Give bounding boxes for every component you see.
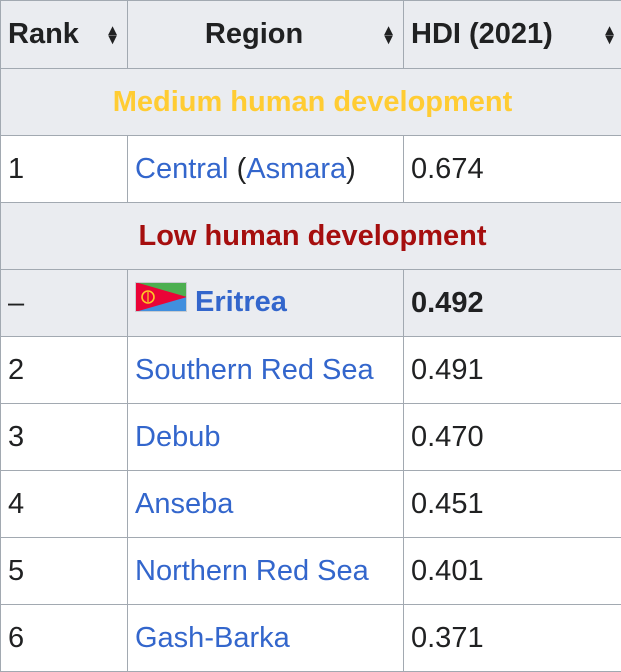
rank-cell: 5 xyxy=(1,538,128,605)
region-link[interactable]: Central xyxy=(135,153,229,185)
hdi-cell: 0.491 xyxy=(404,337,621,404)
table-row: 2 Southern Red Sea 0.491 xyxy=(1,337,621,404)
region-cell: Central (Asmara) xyxy=(128,136,404,203)
sort-arrows-icon[interactable]: ▲▼ xyxy=(602,26,617,44)
rank-column-header[interactable]: Rank ▲▼ xyxy=(1,1,128,69)
region-cell: Gash-Barka xyxy=(128,605,404,672)
region-cell: Debub xyxy=(128,404,404,471)
table-row: 5 Northern Red Sea 0.401 xyxy=(1,538,621,605)
hdi-cell: 0.492 xyxy=(404,270,621,337)
eritrea-flag-icon xyxy=(135,282,187,320)
rank-cell: 6 xyxy=(1,605,128,672)
region-cell: Northern Red Sea xyxy=(128,538,404,605)
table-row-national: – Eritrea 0.492 xyxy=(1,270,621,337)
group-row-medium: Medium human development xyxy=(1,69,621,136)
region-cell: Anseba xyxy=(128,471,404,538)
group-row-low: Low human development xyxy=(1,203,621,270)
region-link[interactable]: Eritrea xyxy=(195,286,287,318)
rank-header-label: Rank xyxy=(8,18,79,51)
sort-arrows-icon[interactable]: ▲▼ xyxy=(105,26,120,44)
region-link[interactable]: Anseba xyxy=(135,488,233,520)
group-label-medium: Medium human development xyxy=(1,69,621,136)
paren-open: ( xyxy=(237,153,247,185)
hdi-cell: 0.451 xyxy=(404,471,621,538)
region-header-label: Region xyxy=(135,18,373,51)
hdi-header-label: HDI (2021) xyxy=(411,18,553,51)
table-row: 4 Anseba 0.451 xyxy=(1,471,621,538)
region-column-header[interactable]: Region ▲▼ xyxy=(128,1,404,69)
region-link[interactable]: Northern Red Sea xyxy=(135,555,369,587)
rank-cell: 2 xyxy=(1,337,128,404)
paren-close: ) xyxy=(346,153,356,185)
region-link[interactable]: Gash-Barka xyxy=(135,622,290,654)
sort-arrows-icon[interactable]: ▲▼ xyxy=(381,26,396,44)
rank-cell: 3 xyxy=(1,404,128,471)
hdi-cell: 0.674 xyxy=(404,136,621,203)
group-label-low: Low human development xyxy=(1,203,621,270)
rank-cell: – xyxy=(1,270,128,337)
region-link[interactable]: Debub xyxy=(135,421,220,453)
header-row: Rank ▲▼ Region ▲▼ HDI (2021) ▲▼ xyxy=(1,1,621,69)
capital-link[interactable]: Asmara xyxy=(246,153,346,185)
region-link[interactable]: Southern Red Sea xyxy=(135,354,374,386)
hdi-cell: 0.470 xyxy=(404,404,621,471)
hdi-cell: 0.401 xyxy=(404,538,621,605)
region-cell: Eritrea xyxy=(128,270,404,337)
table-row: 1 Central (Asmara) 0.674 xyxy=(1,136,621,203)
rank-cell: 4 xyxy=(1,471,128,538)
table-row: 3 Debub 0.470 xyxy=(1,404,621,471)
hdi-cell: 0.371 xyxy=(404,605,621,672)
region-cell: Southern Red Sea xyxy=(128,337,404,404)
hdi-column-header[interactable]: HDI (2021) ▲▼ xyxy=(404,1,621,69)
table-row: 6 Gash-Barka 0.371 xyxy=(1,605,621,672)
rank-cell: 1 xyxy=(1,136,128,203)
